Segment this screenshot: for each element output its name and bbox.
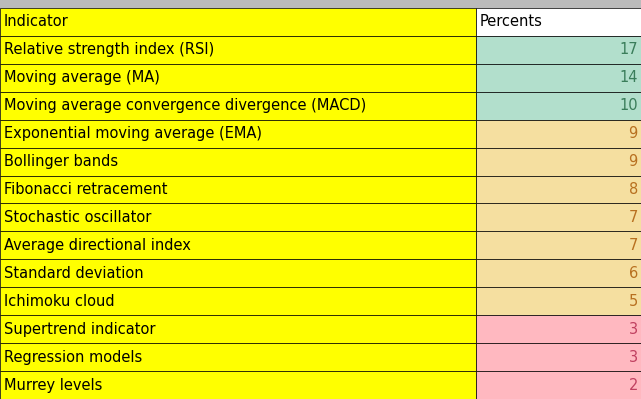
Bar <box>0 64 476 92</box>
Text: 6: 6 <box>629 266 638 281</box>
Bar <box>476 92 641 120</box>
Text: 3: 3 <box>629 350 638 365</box>
Bar <box>476 8 641 36</box>
Text: 9: 9 <box>629 154 638 169</box>
Text: 7: 7 <box>628 210 638 225</box>
Text: Percents: Percents <box>479 14 542 30</box>
Text: Standard deviation: Standard deviation <box>4 266 144 281</box>
Text: 7: 7 <box>628 238 638 253</box>
Bar <box>0 36 476 64</box>
Text: Moving average (MA): Moving average (MA) <box>4 70 160 85</box>
Text: 2: 2 <box>628 377 638 393</box>
Bar <box>0 287 476 315</box>
Bar <box>0 120 476 148</box>
Text: Bollinger bands: Bollinger bands <box>4 154 118 169</box>
Bar <box>476 36 641 64</box>
Text: Stochastic oscillator: Stochastic oscillator <box>4 210 151 225</box>
Bar <box>476 259 641 287</box>
Bar <box>0 176 476 203</box>
Text: Average directional index: Average directional index <box>4 238 191 253</box>
Bar <box>476 64 641 92</box>
Bar <box>0 8 476 36</box>
Bar <box>476 315 641 343</box>
Bar <box>0 315 476 343</box>
Text: 10: 10 <box>619 98 638 113</box>
Bar <box>476 343 641 371</box>
Text: Fibonacci retracement: Fibonacci retracement <box>4 182 167 197</box>
Bar <box>0 259 476 287</box>
Text: Ichimoku cloud: Ichimoku cloud <box>4 294 115 309</box>
Bar <box>0 92 476 120</box>
Bar <box>0 203 476 231</box>
Bar <box>0 343 476 371</box>
Bar <box>0 371 476 399</box>
Bar <box>476 287 641 315</box>
Bar <box>476 231 641 259</box>
Text: Relative strength index (RSI): Relative strength index (RSI) <box>4 42 214 57</box>
Bar <box>476 176 641 203</box>
Text: Regression models: Regression models <box>4 350 142 365</box>
Bar <box>0 0 641 8</box>
Text: 17: 17 <box>619 42 638 57</box>
Text: 3: 3 <box>629 322 638 337</box>
Text: Murrey levels: Murrey levels <box>4 377 102 393</box>
Bar <box>0 231 476 259</box>
Bar <box>476 203 641 231</box>
Text: 5: 5 <box>629 294 638 309</box>
Bar <box>476 120 641 148</box>
Text: Moving average convergence divergence (MACD): Moving average convergence divergence (M… <box>4 98 366 113</box>
Bar <box>0 148 476 176</box>
Text: 9: 9 <box>629 126 638 141</box>
Text: 8: 8 <box>629 182 638 197</box>
Text: Exponential moving average (EMA): Exponential moving average (EMA) <box>4 126 262 141</box>
Bar <box>476 148 641 176</box>
Text: Indicator: Indicator <box>4 14 69 30</box>
Text: Supertrend indicator: Supertrend indicator <box>4 322 155 337</box>
Text: 14: 14 <box>619 70 638 85</box>
Bar <box>476 371 641 399</box>
